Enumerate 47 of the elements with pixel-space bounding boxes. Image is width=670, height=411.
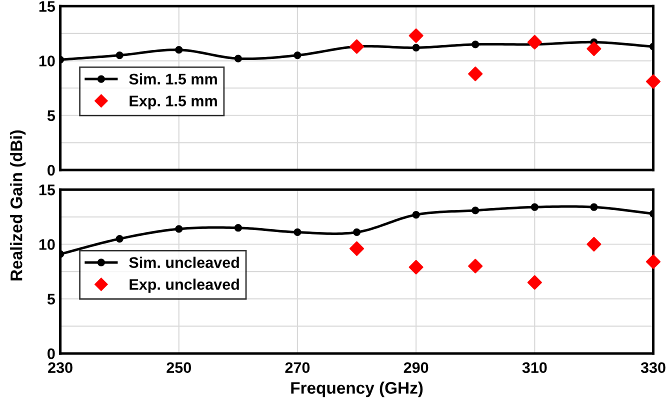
point <box>294 51 302 60</box>
point <box>408 28 424 43</box>
point <box>646 74 661 89</box>
point <box>349 39 364 54</box>
point <box>646 254 661 270</box>
x-axis-title: Frequency (GHz) <box>291 382 423 398</box>
x-tick-label: 230 <box>48 362 72 374</box>
x-tick-label: 270 <box>285 362 310 374</box>
legend-label: Sim. uncleaved <box>129 256 239 268</box>
y-tick-label: 0 <box>48 348 55 360</box>
point <box>408 260 424 274</box>
point <box>116 51 124 60</box>
point <box>349 241 364 256</box>
y-tick-label: 0 <box>48 164 55 176</box>
point <box>175 225 183 233</box>
point <box>116 234 124 243</box>
x-tick-label: 330 <box>640 362 666 374</box>
point <box>586 41 602 56</box>
point <box>468 66 483 82</box>
y-tick-label: 10 <box>39 56 55 66</box>
point <box>527 275 542 290</box>
point <box>412 210 420 219</box>
point <box>590 203 598 211</box>
legend-label: Exp. 1.5 mm <box>130 96 217 110</box>
y-tick-label: 15 <box>39 184 56 196</box>
y-tick-label: 5 <box>47 294 56 305</box>
point <box>530 203 538 211</box>
point <box>294 228 302 236</box>
y-tick-label: 15 <box>39 1 56 12</box>
point <box>472 206 480 214</box>
point <box>472 40 480 48</box>
point <box>352 228 361 236</box>
y-axis-title: Realized Gain (dBi) <box>10 130 26 280</box>
x-tick-label: 310 <box>522 362 547 374</box>
point <box>175 46 183 54</box>
point <box>234 54 242 62</box>
x-tick-label: 250 <box>166 362 192 374</box>
point <box>527 34 542 50</box>
legend-label: Sim. 1.5 mm <box>129 73 217 85</box>
legend-label: Exp. uncleaved <box>130 278 239 293</box>
point <box>468 258 483 274</box>
point <box>234 224 242 232</box>
y-tick-label: 5 <box>47 110 56 122</box>
point <box>586 236 602 252</box>
y-tick-label: 10 <box>39 239 55 250</box>
point <box>412 44 420 52</box>
x-tick-label: 290 <box>404 362 428 374</box>
